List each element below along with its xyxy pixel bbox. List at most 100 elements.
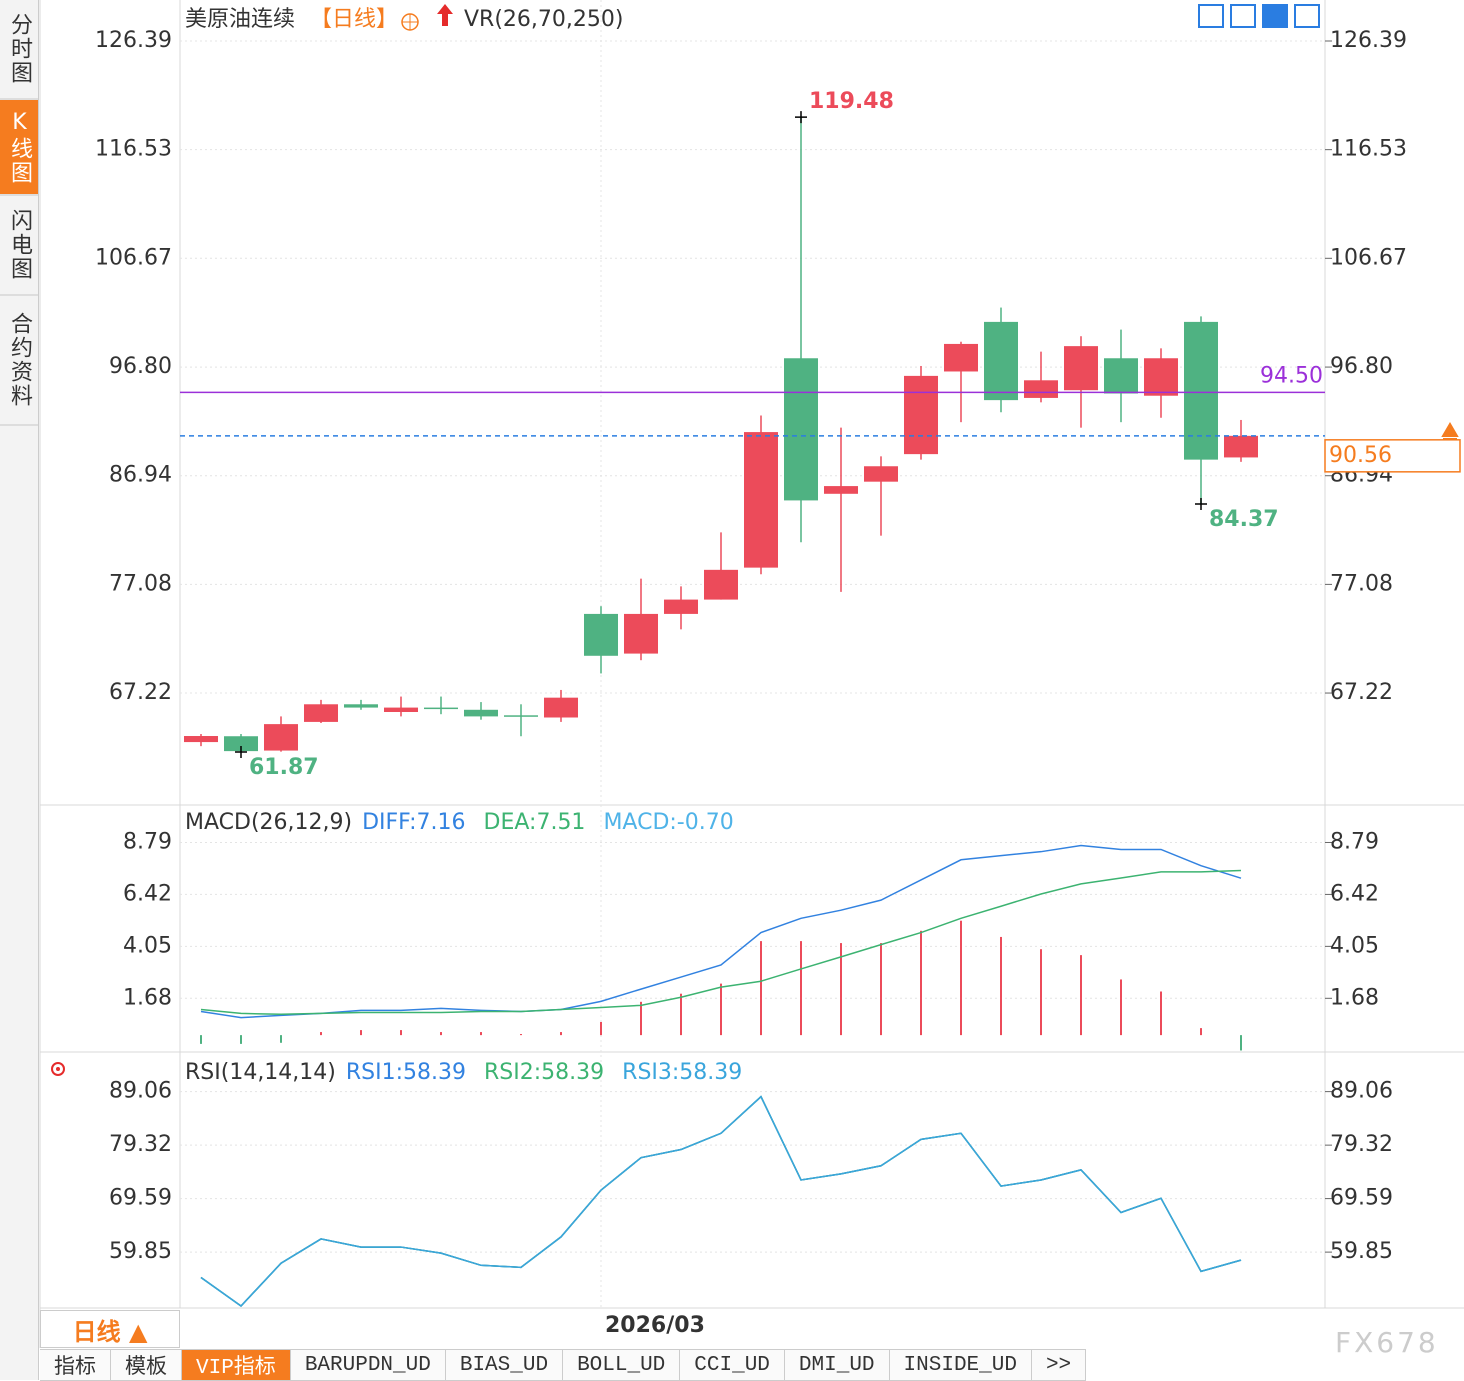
legend-entry: RSI3:58.39	[622, 1060, 742, 1085]
indicator-tab[interactable]: VIP指标	[182, 1350, 291, 1380]
candle-body	[304, 704, 338, 722]
frame	[39, 0, 1464, 1348]
sidebar-tab[interactable]: 闪电图	[0, 196, 38, 296]
indicator-tab[interactable]: BARUPDN_UD	[291, 1350, 446, 1380]
bottom-tabs: 指标 模板 VIP指标 BARUPDN_UD BIAS_UD BOLL_UD CCI_UD D…	[40, 1349, 1087, 1381]
indicator-line	[200, 844, 1242, 1019]
indicator-tab[interactable]: BOLL_UD	[563, 1350, 681, 1380]
toolbar-icons[interactable]	[1198, 4, 1320, 28]
y-tick-label-right: 89.06	[1330, 1079, 1393, 1104]
y-tick-label-right: 126.39	[1330, 28, 1407, 53]
indicator-tab[interactable]: 指标	[40, 1350, 111, 1380]
y-tick-label: 8.79	[123, 829, 172, 854]
candle-body	[704, 569, 738, 600]
last-price-label: 90.56	[1329, 443, 1392, 468]
header-icons	[51, 4, 1459, 1076]
x-tick-label: 2026/03	[605, 1313, 705, 1338]
panel-title: MACD(26,12,9)	[185, 810, 352, 835]
sidebar-tab[interactable]: 分时图	[0, 0, 38, 100]
y-tick-label: 116.53	[95, 137, 172, 162]
candle-body	[504, 715, 538, 717]
last-price-box	[1324, 439, 1461, 473]
legend-entry: DIFF:7.16	[362, 810, 465, 835]
y-tick-label: 126.39	[95, 28, 172, 53]
extreme-marker	[1195, 498, 1207, 511]
legend-entry: RSI2:58.39	[484, 1060, 604, 1085]
y-tick-label: 69.59	[109, 1186, 172, 1211]
candle-body	[984, 321, 1018, 401]
y-tick-label: 106.67	[95, 245, 172, 270]
indicator-tab[interactable]: BIAS_UD	[446, 1350, 564, 1380]
legend-entry: RSI1:58.39	[346, 1060, 466, 1085]
candle-body	[864, 466, 898, 482]
y-tick-label-right: 8.79	[1330, 829, 1379, 854]
candle-body	[824, 486, 858, 494]
y-tick-label: 6.42	[123, 881, 172, 906]
rsi-line	[200, 1095, 1242, 1307]
legend-entry: MACD:-0.70	[603, 810, 733, 835]
y-tick-label-right: 69.59	[1330, 1186, 1393, 1211]
candle-body	[904, 375, 938, 455]
extreme-label: 119.48	[809, 89, 894, 114]
y-tick-label-right: 4.05	[1330, 933, 1379, 958]
indicator-label: VR(26,70,250)	[464, 7, 623, 32]
reference-label: 94.50	[1260, 363, 1323, 388]
indicator-tab[interactable]: 模板	[111, 1350, 182, 1380]
candle-body	[424, 707, 458, 710]
sidebar: 分时图 K线图 闪电图 合约资料	[0, 0, 39, 1380]
candle-body	[384, 707, 418, 712]
indicator-tab[interactable]: DMI_UD	[785, 1350, 890, 1380]
candle-body	[744, 432, 778, 568]
indicator-tab[interactable]: INSIDE_UD	[890, 1350, 1032, 1380]
y-tick-label-right: 106.67	[1330, 245, 1407, 270]
y-tick-label: 4.05	[123, 933, 172, 958]
candle-body	[784, 358, 818, 501]
candle-body	[584, 613, 618, 656]
candle-body	[1184, 321, 1218, 460]
sidebar-tab[interactable]: 合约资料	[0, 296, 38, 426]
y-tick-label: 1.68	[123, 985, 172, 1010]
watermark: FX678	[1335, 1326, 1439, 1359]
candle-body	[1224, 435, 1258, 458]
candle-body	[344, 704, 378, 708]
legend-entry: DEA:7.51	[484, 810, 586, 835]
y-tick-label-right: 59.85	[1330, 1239, 1393, 1264]
sidebar-tab[interactable]: K线图	[0, 100, 38, 196]
rsi-line	[200, 1095, 1242, 1307]
candle-body	[664, 599, 698, 614]
indicator-tab[interactable]: CCI_UD	[680, 1350, 785, 1380]
candle-body	[1024, 380, 1058, 398]
candle-body	[1144, 358, 1178, 396]
y-tick-label: 77.08	[109, 571, 172, 596]
candle-body	[224, 736, 258, 752]
indicator-tab[interactable]: >>	[1032, 1350, 1087, 1380]
y-tick-label-right: 116.53	[1330, 137, 1407, 162]
candle-body	[544, 697, 578, 718]
rsi-line	[200, 1095, 1242, 1307]
y-tick-label: 79.32	[109, 1132, 172, 1157]
candle-body	[1104, 358, 1138, 394]
extreme-marker	[795, 111, 807, 124]
panel-title: RSI(14,14,14)	[185, 1060, 336, 1085]
period-label: 【日线】	[310, 7, 398, 32]
y-tick-label: 96.80	[109, 354, 172, 379]
extreme-marker	[235, 745, 247, 758]
indicator-line	[200, 869, 1242, 1016]
y-tick-label-right: 96.80	[1330, 354, 1393, 379]
y-tick-label-right: 79.32	[1330, 1132, 1393, 1157]
y-tick-label: 59.85	[109, 1239, 172, 1264]
candle-body	[944, 343, 978, 372]
extreme-label: 84.37	[1209, 507, 1279, 532]
y-tick-label: 89.06	[109, 1079, 172, 1104]
period-selector[interactable]: 日线 ▲	[40, 1310, 180, 1348]
candle-body	[184, 736, 218, 743]
y-tick-label-right: 67.22	[1330, 680, 1393, 705]
y-tick-label-right: 6.42	[1330, 881, 1379, 906]
y-tick-label-right: 1.68	[1330, 985, 1379, 1010]
candle-body	[624, 613, 658, 654]
y-tick-label-right: 77.08	[1330, 571, 1393, 596]
candle-body	[264, 724, 298, 751]
y-tick-label: 67.22	[109, 680, 172, 705]
